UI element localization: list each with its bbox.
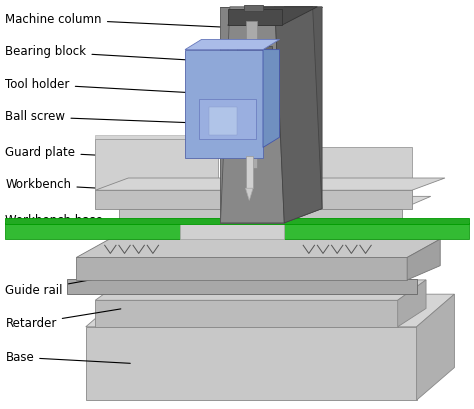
Polygon shape — [275, 7, 322, 223]
FancyBboxPatch shape — [237, 46, 273, 70]
Polygon shape — [263, 49, 280, 147]
Text: Tool holder: Tool holder — [5, 78, 220, 94]
Polygon shape — [5, 218, 469, 224]
Polygon shape — [67, 279, 417, 294]
FancyBboxPatch shape — [228, 9, 282, 25]
Polygon shape — [119, 209, 402, 223]
Text: Bearing block: Bearing block — [5, 45, 253, 64]
Text: Ball screw: Ball screw — [5, 110, 248, 125]
Polygon shape — [407, 239, 440, 280]
FancyBboxPatch shape — [199, 99, 256, 139]
Polygon shape — [237, 47, 273, 58]
FancyBboxPatch shape — [209, 107, 237, 135]
FancyBboxPatch shape — [244, 5, 263, 11]
Polygon shape — [5, 223, 180, 239]
Polygon shape — [237, 49, 273, 70]
Polygon shape — [284, 223, 469, 239]
Text: Guide rail: Guide rail — [5, 274, 121, 297]
Polygon shape — [228, 7, 318, 25]
FancyBboxPatch shape — [246, 21, 257, 168]
Polygon shape — [95, 135, 218, 190]
Polygon shape — [95, 178, 445, 190]
Polygon shape — [180, 223, 284, 239]
Polygon shape — [76, 258, 407, 280]
Polygon shape — [185, 49, 263, 157]
Polygon shape — [95, 300, 398, 327]
Polygon shape — [95, 139, 218, 190]
Polygon shape — [95, 190, 412, 209]
Polygon shape — [417, 294, 455, 400]
Text: Workbench: Workbench — [5, 178, 187, 193]
Polygon shape — [220, 7, 284, 223]
Polygon shape — [86, 327, 417, 400]
Polygon shape — [86, 294, 455, 327]
Polygon shape — [76, 239, 440, 258]
Polygon shape — [185, 39, 280, 49]
Polygon shape — [95, 280, 426, 300]
Text: Workbench base: Workbench base — [5, 214, 178, 237]
Text: Retarder: Retarder — [5, 309, 121, 330]
Polygon shape — [284, 7, 322, 223]
Text: Base: Base — [5, 351, 130, 364]
Polygon shape — [220, 7, 284, 223]
Polygon shape — [246, 188, 253, 200]
Polygon shape — [119, 196, 431, 209]
FancyBboxPatch shape — [246, 155, 253, 188]
Polygon shape — [284, 147, 412, 190]
Text: Guard plate: Guard plate — [5, 146, 201, 160]
Text: Machine column: Machine column — [5, 13, 265, 29]
Polygon shape — [398, 280, 426, 327]
